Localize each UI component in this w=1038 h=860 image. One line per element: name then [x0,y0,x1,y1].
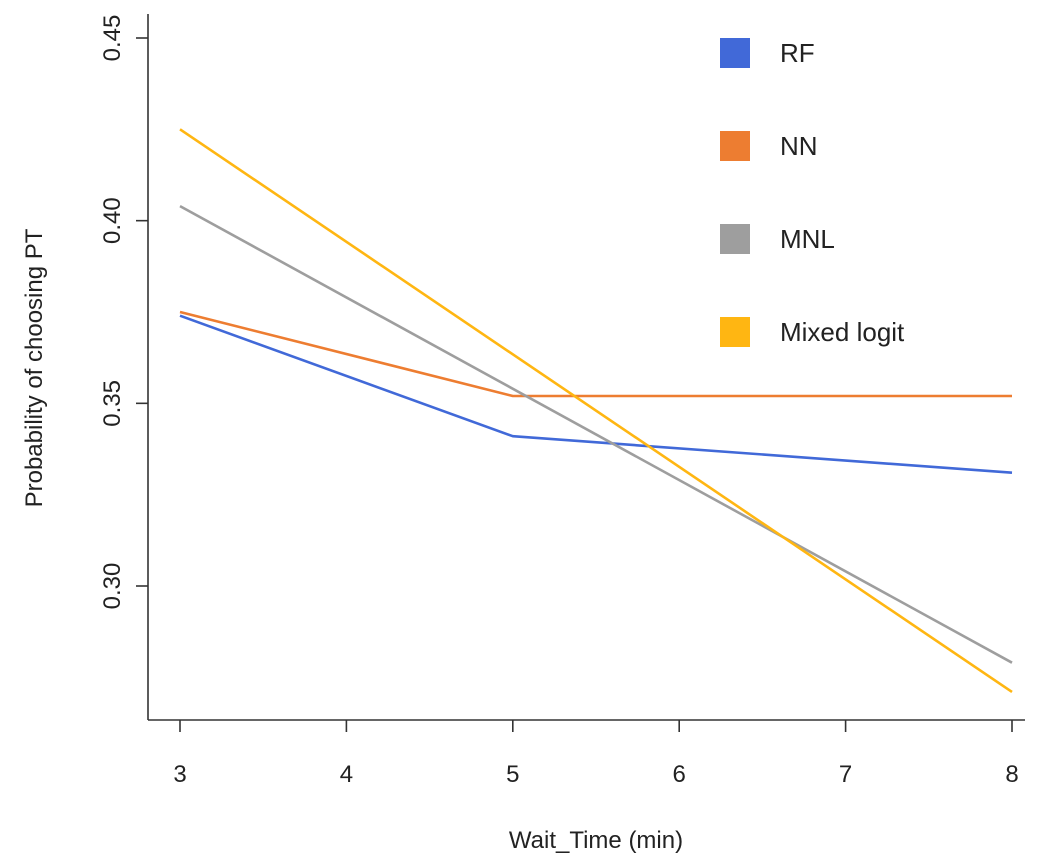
legend-swatch-mnl [720,224,750,254]
series-line-mixed-logit [179,128,1013,693]
legend-label-mnl: MNL [780,224,835,254]
chart-axes: 0.30 0.35 0.40 0.45 3 4 5 6 7 8 [99,14,1025,788]
x-tick-label: 7 [839,761,852,788]
x-tick-label: 5 [506,761,519,788]
x-tick-label: 6 [673,761,686,788]
y-tick-label: 0.35 [99,380,126,427]
legend-swatch-mixed-logit [720,317,750,347]
x-tick-label: 3 [173,761,186,788]
series-line-mnl [179,204,1013,664]
y-tick-label: 0.30 [99,563,126,610]
y-axis-title: Probability of choosing PT [21,228,48,507]
y-tick-label: 0.40 [99,197,126,244]
legend-label-nn: NN [780,131,818,161]
legend-label-rf: RF [780,38,815,68]
series-line-nn [179,310,1012,398]
x-axis-title: Wait_Time (min) [509,827,683,854]
x-tick-label: 8 [1005,761,1018,788]
legend-swatch-nn [720,131,750,161]
series-line-rf [179,314,1013,474]
chart-legend: RF NN MNL Mixed logit [720,38,905,347]
chart-series-lines [179,128,1013,693]
legend-label-mixed-logit: Mixed logit [780,317,905,347]
legend-swatch-rf [720,38,750,68]
y-tick-label: 0.45 [99,15,126,62]
x-tick-label: 4 [340,761,353,788]
